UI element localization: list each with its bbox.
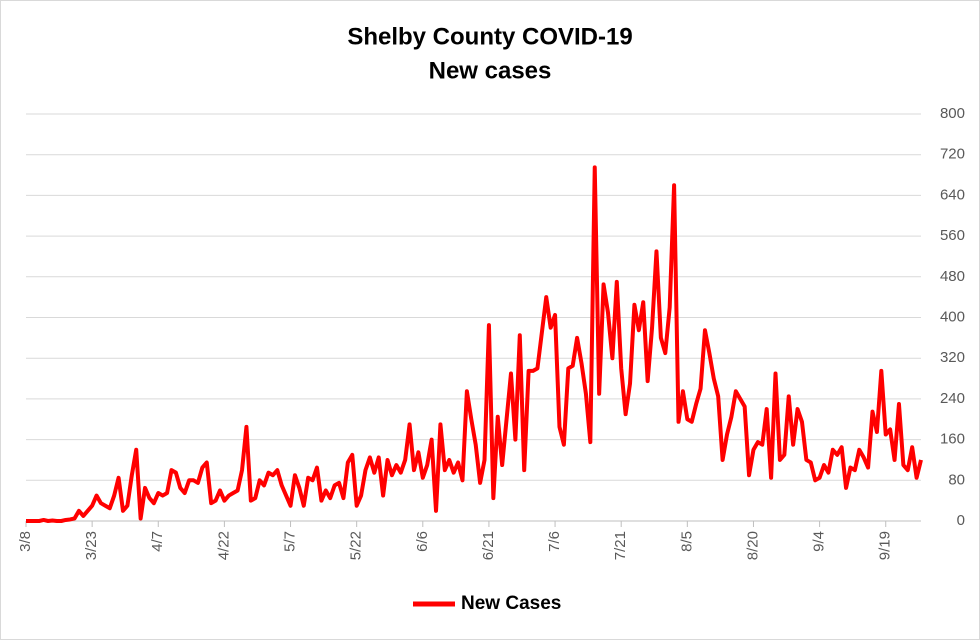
x-tick-label: 5/7: [282, 531, 299, 552]
y-tick-label: 400: [940, 308, 965, 325]
chart-title: Shelby County COVID-19: [347, 23, 632, 50]
x-tick-label: 7/21: [612, 531, 629, 560]
series-line: [26, 165, 923, 523]
x-tick-label: 6/6: [414, 531, 431, 552]
chart-subtitle: New cases: [429, 57, 552, 84]
x-tick-label: 9/4: [811, 531, 828, 552]
x-tick-label: 3/8: [17, 531, 34, 552]
x-tick-label: 6/21: [480, 531, 497, 560]
x-tick-label: 8/20: [744, 531, 761, 560]
y-tick-label: 480: [940, 268, 965, 285]
y-tick-label: 0: [957, 512, 965, 529]
y-tick-label: 800: [940, 105, 965, 122]
y-tick-label: 640: [940, 186, 965, 203]
x-tick-label: 4/22: [215, 531, 232, 560]
y-tick-label: 560: [940, 227, 965, 244]
x-tick-label: 5/22: [348, 531, 365, 560]
x-tick-label: 7/6: [546, 531, 563, 552]
legend-label: New Cases: [461, 593, 561, 614]
y-tick-label: 240: [940, 390, 965, 407]
x-tick-label: 3/23: [83, 531, 100, 560]
x-tick-label: 8/5: [678, 531, 695, 552]
y-tick-label: 80: [948, 471, 965, 488]
y-tick-label: 720: [940, 146, 965, 163]
y-tick-label: 160: [940, 431, 965, 448]
y-tick-label: 320: [940, 349, 965, 366]
x-tick-label: 9/19: [877, 531, 894, 560]
x-tick-label: 4/7: [149, 531, 166, 552]
